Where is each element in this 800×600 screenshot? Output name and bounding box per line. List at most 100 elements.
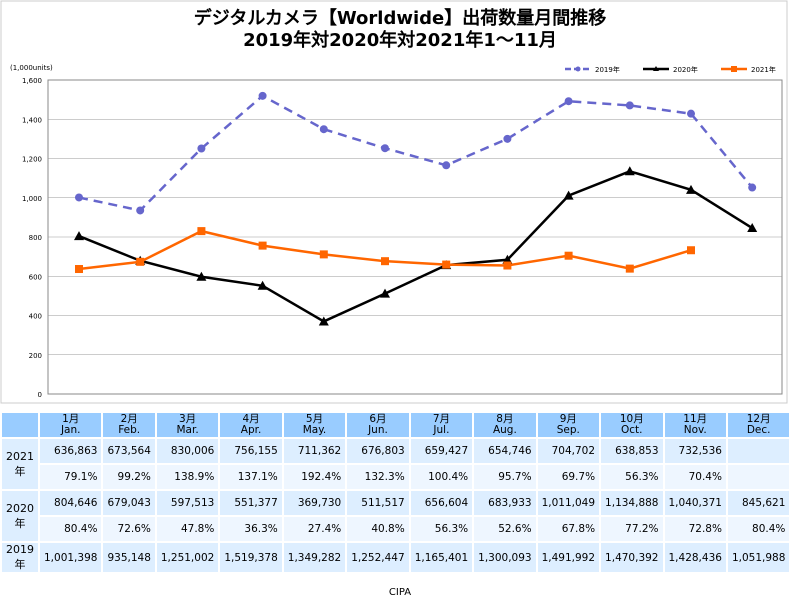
units-cell: 1,300,093 — [474, 543, 536, 572]
data-point — [136, 257, 145, 266]
month-en: Nov. — [683, 424, 707, 436]
units-cell: 845,621 — [727, 491, 790, 515]
data-point — [687, 246, 695, 255]
legend-marker — [653, 66, 659, 71]
y-tick-label: 200 — [29, 352, 42, 360]
ratio-row: 80.4% 72.6% 47.8% 36.3% 27.4% 40.8% 56.3% 52.6%… — [2, 517, 790, 541]
month-header: 10月 Oct. — [601, 413, 663, 437]
y-tick-label: 1,600 — [22, 77, 42, 85]
month-ja: 9月 — [559, 413, 577, 425]
month-header: 2月 Feb. — [103, 413, 155, 437]
ratio-cell: 40.8% — [347, 517, 409, 541]
year-label: 2019年 — [2, 543, 38, 572]
month-ja: 12月 — [746, 413, 771, 425]
data-point — [381, 257, 389, 266]
units-cell: 830,006 — [156, 439, 219, 463]
data-point — [75, 193, 83, 202]
y-tick-label: 400 — [29, 313, 42, 321]
ratio-cell: 95.7% — [474, 465, 536, 489]
month-header: 8月 Aug. — [474, 413, 536, 437]
chart-subtitle: 2019年対2020年対2021年1～11月 — [243, 30, 557, 51]
data-point — [503, 261, 512, 270]
table-row: 2020年 804,646 679,043 597,513 551,377 369,730… — [2, 491, 790, 541]
header-row: 1月 Jan. 2月 Feb. 3月 Mar. 4月 Apr. 5月 May. 6月 Jun. 7月 Ju… — [2, 413, 790, 437]
units-cell: 711,362 — [283, 439, 346, 463]
units-cell: 679,043 — [103, 491, 155, 515]
month-ja: 3月 — [179, 413, 197, 425]
units-cell — [727, 439, 790, 463]
legend-marker — [731, 66, 737, 72]
data-point — [442, 161, 451, 170]
ratio-cell: 56.3% — [601, 465, 663, 489]
ratio-cell: 72.6% — [103, 517, 155, 541]
month-en: Sep. — [556, 424, 580, 436]
data-point — [442, 260, 451, 269]
data-point — [687, 109, 695, 118]
data-point — [319, 250, 328, 259]
month-ja: 10月 — [619, 413, 644, 425]
ratio-cell: 79.1% — [40, 465, 102, 489]
ratio-cell: 52.6% — [474, 517, 536, 541]
unit-label: (1,000units) — [10, 64, 53, 72]
month-ja: 11月 — [683, 413, 708, 425]
y-tick-label: 1,000 — [22, 195, 42, 203]
units-cell: 1,040,371 — [664, 491, 726, 515]
ratio-cell: 36.3% — [220, 517, 282, 541]
data-point — [380, 288, 390, 298]
month-en: Mar. — [176, 424, 199, 436]
data-point — [625, 101, 634, 110]
y-tick-label: 800 — [29, 234, 42, 242]
units-cell: 551,377 — [220, 491, 282, 515]
units-cell: 511,517 — [347, 491, 409, 515]
units-cell: 1,470,392 — [601, 543, 663, 572]
chart-title: デジタルカメラ【Worldwide】出荷数量月間推移 — [193, 8, 607, 29]
month-en: May. — [302, 424, 327, 436]
units-cell: 804,646 — [40, 491, 102, 515]
month-en: Apr. — [240, 424, 262, 436]
month-en: Aug. — [492, 424, 517, 436]
ratio-cell — [727, 465, 790, 489]
month-ja: 7月 — [432, 413, 450, 425]
ratio-cell: 77.2% — [601, 517, 663, 541]
data-point — [197, 227, 206, 236]
month-ja: 1月 — [62, 413, 80, 425]
ratio-cell: 192.4% — [283, 465, 346, 489]
legend-label: 2019年 — [595, 65, 620, 74]
data-point — [381, 144, 389, 153]
units-cell: 1,001,398 — [40, 543, 102, 572]
data-point — [564, 97, 573, 106]
ratio-row: 79.1% 99.2% 138.9% 137.1% 192.4% 132.3% 100.4%… — [2, 465, 790, 489]
table-row: 2019年 1,001,398 935,148 1,251,002 1,519,378 1… — [2, 543, 790, 572]
month-header: 4月 Apr. — [220, 413, 282, 437]
ratio-cell: 138.9% — [156, 465, 219, 489]
data-point — [503, 134, 512, 143]
units-cell: 1,349,282 — [283, 543, 346, 572]
units-cell: 704,702 — [537, 439, 600, 463]
data-point — [197, 144, 206, 153]
data-point — [136, 206, 145, 215]
data-point — [196, 271, 207, 281]
ratio-cell: 80.4% — [727, 517, 790, 541]
year-label: 2020年 — [2, 491, 38, 541]
units-cell: 636,863 — [40, 439, 102, 463]
units-cell: 683,933 — [474, 491, 536, 515]
units-cell: 638,853 — [601, 439, 663, 463]
units-cell: 1,519,378 — [220, 543, 282, 572]
ratio-cell: 70.4% — [664, 465, 726, 489]
month-header: 3月 Mar. — [156, 413, 219, 437]
units-cell: 654,746 — [474, 439, 536, 463]
data-point — [75, 265, 83, 274]
units-cell: 1,251,002 — [156, 543, 219, 572]
units-cell: 659,427 — [410, 439, 473, 463]
month-en: Dec. — [746, 424, 771, 436]
ratio-cell: 99.2% — [103, 465, 155, 489]
units-cell: 1,491,992 — [537, 543, 600, 572]
month-header: 6月 Jun. — [347, 413, 409, 437]
y-tick-label: 600 — [29, 273, 42, 281]
data-point — [563, 190, 574, 200]
units-cell: 369,730 — [283, 491, 346, 515]
data-point — [257, 280, 268, 290]
month-ja: 8月 — [496, 413, 514, 425]
units-cell: 1,011,049 — [537, 491, 600, 515]
units-cell: 1,428,436 — [664, 543, 726, 572]
